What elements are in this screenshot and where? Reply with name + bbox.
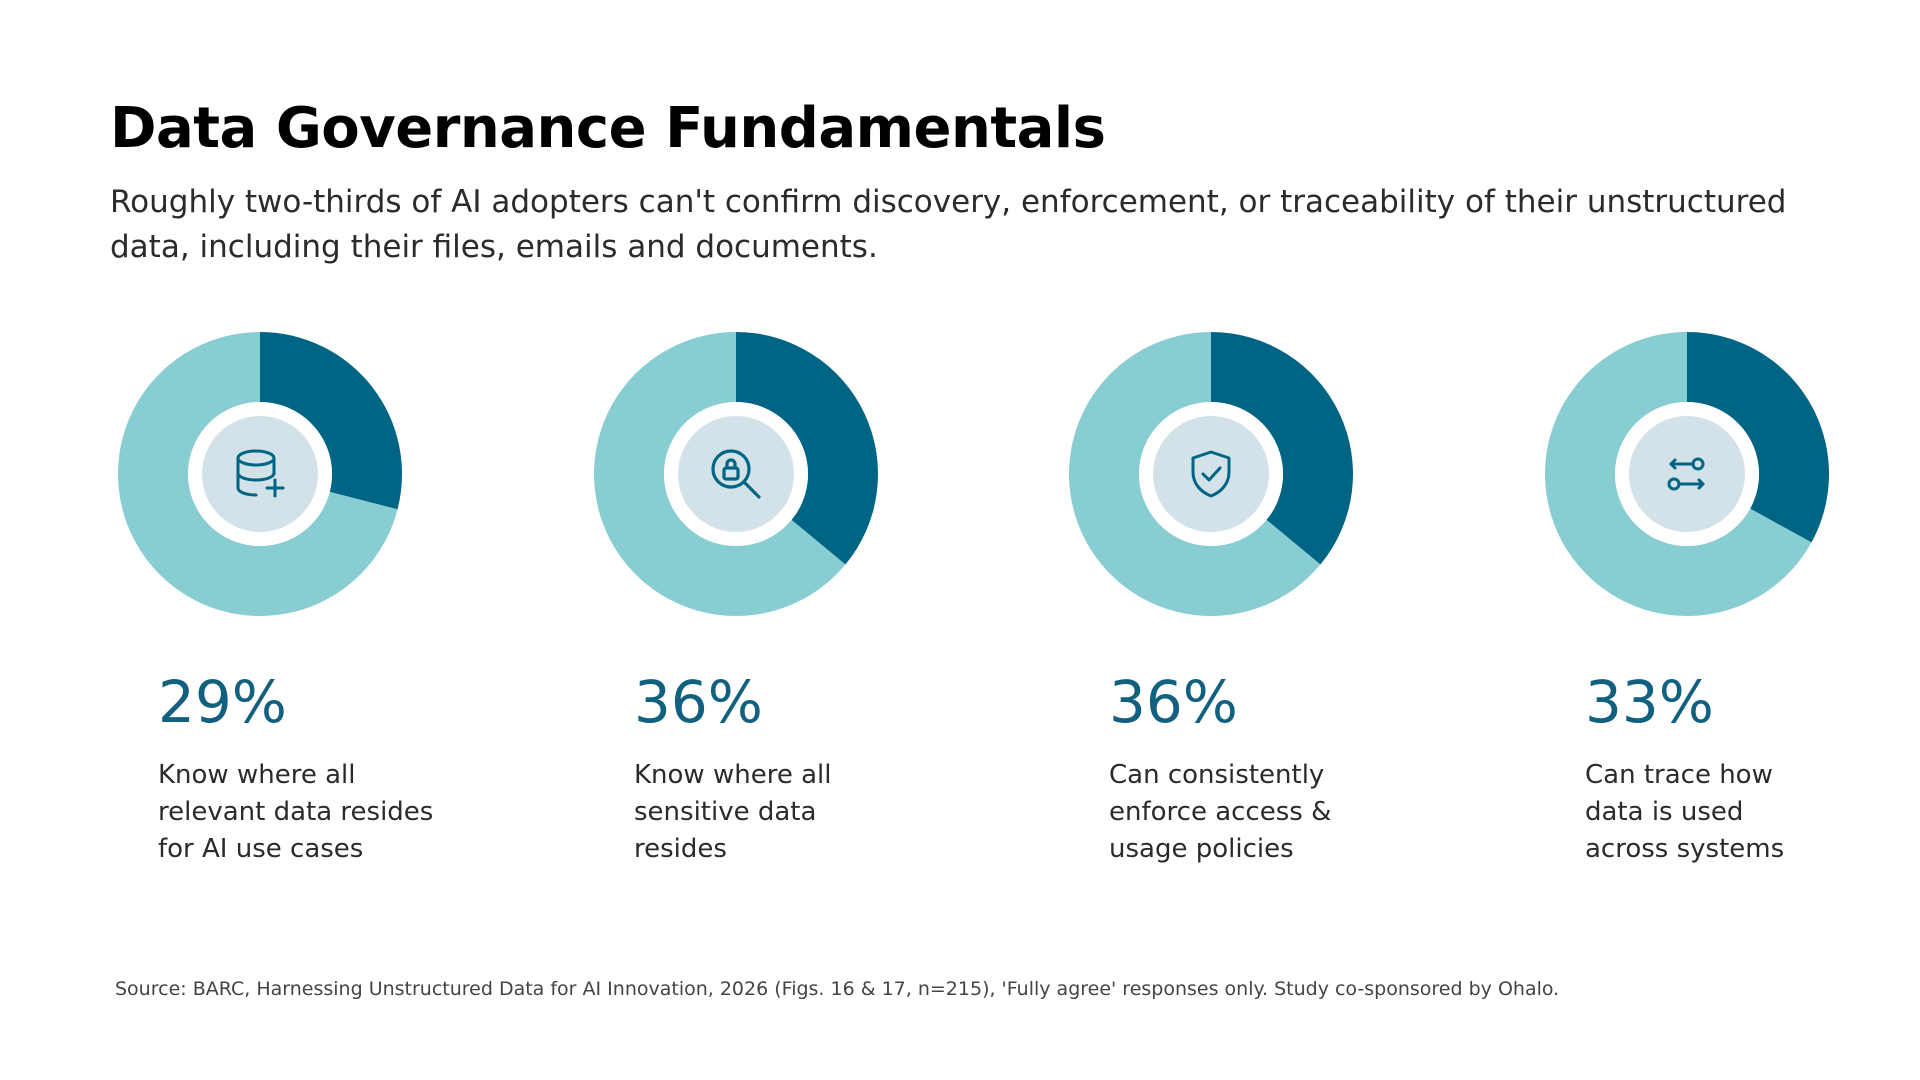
donut-slice-agree [260, 332, 402, 510]
donut-slice-remainder [118, 332, 398, 616]
data-flow-icon [1667, 457, 1705, 491]
stat-percent: 33% [1585, 668, 1714, 736]
donut-slice-remainder [1545, 332, 1812, 616]
stat-card-trace-usage: 33% Can trace how data is used across sy… [1545, 332, 1845, 892]
stat-card-relevant-data: 29% Know where all relevant data resides… [118, 332, 433, 892]
stat-description: Know where all relevant data resides for… [158, 760, 434, 864]
stat-description: Can consistently enforce access & usage … [1109, 760, 1332, 864]
shield-check-icon [1191, 450, 1231, 498]
page-title: Data Governance Fundamentals [110, 96, 1106, 161]
stat-percent: 36% [1109, 668, 1238, 736]
stat-description: Know where all sensitive data resides [634, 760, 832, 864]
donut-slice-agree [1211, 332, 1353, 565]
search-lock-icon [711, 449, 761, 499]
icon-badge [1153, 416, 1269, 532]
stat-card-sensitive-data: 36% Know where all sensitive data reside… [594, 332, 894, 892]
icon-badge [1629, 416, 1745, 532]
database-add-icon [236, 449, 285, 498]
icon-badge [678, 416, 794, 532]
source-note: Source: BARC, Harnessing Unstructured Da… [115, 978, 1560, 1000]
icon-badge [202, 416, 318, 532]
stat-percent: 36% [634, 668, 763, 736]
donut-slice-remainder [594, 332, 846, 616]
stat-card-enforce-policies: 36% Can consistently enforce access & us… [1069, 332, 1369, 892]
donut-slice-remainder [1069, 332, 1321, 616]
stat-description: Can trace how data is used across system… [1585, 760, 1785, 864]
donut-slice-agree [736, 332, 878, 565]
page-subtitle: Roughly two-thirds of AI adopters can't … [110, 184, 1787, 265]
donut-slice-agree [1687, 332, 1829, 543]
stat-percent: 29% [158, 668, 287, 736]
